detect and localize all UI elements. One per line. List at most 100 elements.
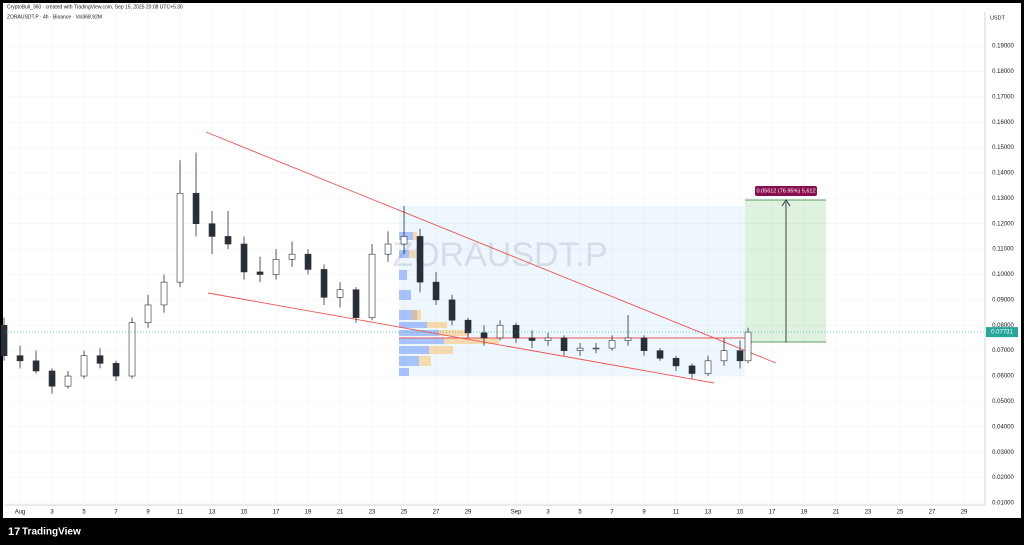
x-tick-label: 7 [610,510,614,516]
measure-label: 0.05612 (76.95%) 5,612 [756,188,815,194]
credit: CryptoBull_360 · created with TradingVie… [7,4,183,10]
x-tick-label: 27 [433,510,440,516]
candle-body [208,223,216,237]
x-tick-label: 19 [801,510,808,516]
candle-body [744,331,752,362]
x-tick-label: Sep [511,510,522,516]
candle-body [96,355,104,364]
x-tick-label: 15 [241,510,248,516]
upper-trendline [205,131,777,364]
x-tick-label: 3 [50,510,54,516]
candle-body [576,347,584,351]
brand: TradingView [22,527,81,538]
candle-body [720,350,728,362]
x-tick-label: 23 [865,510,872,516]
target-zone [745,200,826,342]
x-tick-label: 19 [305,510,312,516]
range-box [399,206,745,376]
candle-body [512,324,520,339]
y-tick-label: 0.10000 [992,272,1014,278]
candle-body [176,192,184,283]
arrow-head [781,199,791,207]
y-tick-label: 0.07000 [992,348,1014,354]
candle-body [352,289,360,318]
price-label: 0.07731 [991,330,1013,336]
candle-body [624,337,632,341]
y-tick-label: 0.12000 [992,221,1014,227]
candle-body [16,355,24,362]
y-tick-label: 0.01000 [992,501,1014,507]
candle-body [592,347,600,350]
candle-body [688,365,696,374]
candle-body [400,236,408,245]
candle-body [32,360,40,372]
candles [0,152,752,394]
candle-body [0,324,8,357]
candle-body [48,370,56,387]
x-tick-label: 29 [961,510,968,516]
price-label-box [986,327,1018,338]
logo-mark: 17 [8,526,20,538]
candle-body [160,281,168,306]
candle-body [640,337,648,351]
x-tick-label: 9 [146,510,150,516]
candle-body [736,350,744,362]
x-tick-label: 5 [82,510,86,516]
candle-body [544,337,552,341]
y-tick-label: 0.14000 [992,171,1014,177]
x-tick-label: Aug [15,510,26,516]
x-tick-label: 21 [337,510,344,516]
x-tick-label: 9 [642,510,646,516]
x-tick-label: 23 [369,510,376,516]
y-tick-label: 0.19000 [992,44,1014,50]
x-tick-label: 17 [273,510,280,516]
candle-body [656,350,664,359]
candle-body [448,299,456,321]
y-tick-label: 0.16000 [992,120,1014,126]
candle-body [80,355,88,377]
x-tick-label: 5 [578,510,582,516]
candle-body [496,324,504,339]
x-tick-label: 27 [929,510,936,516]
watermark: ZORAUSDT.P [392,236,607,274]
y-tick-label: 0.13000 [992,196,1014,202]
candle-body [288,253,296,260]
y-tick-label: 0.18000 [992,69,1014,75]
x-tick-label: 7 [114,510,118,516]
x-tick-label: 25 [401,510,408,516]
x-tick-label: 11 [673,510,680,516]
x-tick-label: 13 [209,510,216,516]
candle-body [272,258,280,275]
y-tick-label: 0.08000 [992,323,1014,329]
candle-body [464,319,472,334]
footer [0,519,1024,545]
chart-panel [3,3,1021,518]
y-tick-label: 0.02000 [992,475,1014,481]
candle-body [384,243,392,255]
y-tick-label: 0.09000 [992,297,1014,303]
candle-body [304,253,312,270]
candle-body [704,360,712,374]
candle-body [672,357,680,367]
y-tick-label: 0.11000 [992,247,1014,253]
candle-body [320,269,328,298]
candle-body [224,236,232,245]
candle-body [528,337,536,341]
y-tick-label: 0.05000 [992,399,1014,405]
candle-body [112,363,120,377]
candle-body [144,304,152,324]
x-tick-label: 11 [177,510,184,516]
x-tick-label: 17 [769,510,776,516]
x-tick-label: 3 [546,510,550,516]
y-tick-label: 0.04000 [992,424,1014,430]
symbol-info: ZORAUSDT.P · 4h · Binance · Vol368.92M [7,14,102,20]
currency: USDT [990,15,1006,21]
x-tick-label: 13 [705,510,712,516]
y-tick-label: 0.17000 [992,94,1014,100]
candle-body [128,322,136,377]
candle-body [192,192,200,225]
candle-body [432,281,440,301]
grid [5,12,985,505]
